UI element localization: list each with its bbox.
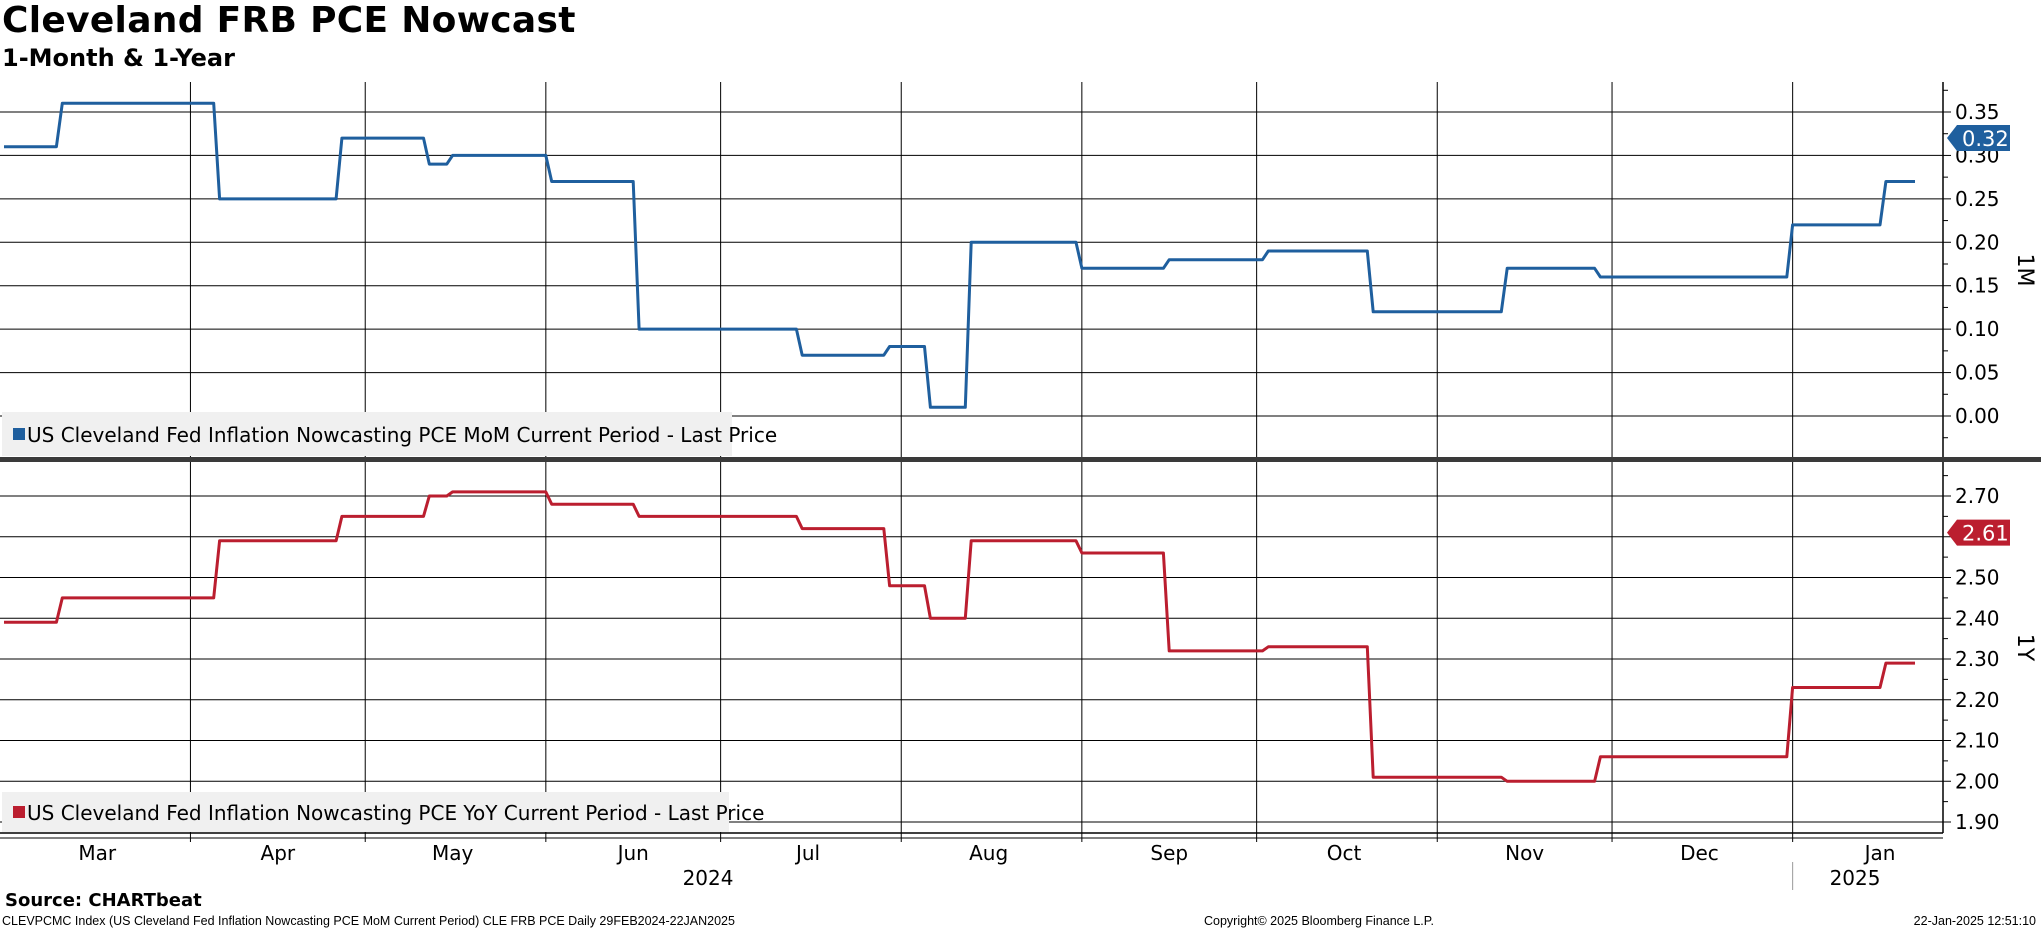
y-tick-label: 0.25 xyxy=(1955,187,2000,211)
y-tick-label: 2.10 xyxy=(1955,729,2000,753)
source-note: Source: CHARTbeat xyxy=(5,890,202,911)
legend-label: US Cleveland Fed Inflation Nowcasting PC… xyxy=(27,801,764,825)
x-tick-label: Mar xyxy=(78,841,117,865)
last-value-label: 0.32 xyxy=(1962,127,2009,151)
last-value-badge xyxy=(1947,519,2010,546)
copyright-note: Copyright© 2025 Bloomberg Finance L.P. xyxy=(1204,914,1434,928)
chart-title: Cleveland FRB PCE Nowcast xyxy=(2,0,576,41)
y-tick-label: 0.15 xyxy=(1955,274,2000,298)
timestamp: 22-Jan-2025 12:51:10 xyxy=(1913,914,2036,928)
x-year-label: 2024 xyxy=(683,866,734,890)
legend-label: US Cleveland Fed Inflation Nowcasting PC… xyxy=(27,423,777,447)
y-tick-label: 2.50 xyxy=(1955,566,2000,590)
y-tick-label: 1.90 xyxy=(1955,810,2000,834)
legend-swatch xyxy=(13,428,25,440)
legend-swatch xyxy=(13,806,25,818)
ticker-info: CLEVPCMC Index (US Cleveland Fed Inflati… xyxy=(2,914,735,928)
series-line xyxy=(4,101,1915,409)
y-tick-label: 0.10 xyxy=(1955,317,2000,341)
legend-box xyxy=(2,792,729,832)
series-line xyxy=(4,490,1915,783)
chart-subtitle: 1-Month & 1-Year xyxy=(2,44,235,72)
y-tick-label: 0.20 xyxy=(1955,230,2000,254)
y-tick-label: 2.30 xyxy=(1955,647,2000,671)
x-tick-label: Apr xyxy=(261,841,296,865)
x-tick-label: Nov xyxy=(1505,841,1544,865)
x-tick-label: Jun xyxy=(616,841,649,865)
x-year-label: 2025 xyxy=(1830,866,1881,890)
legend-box xyxy=(2,412,732,456)
panel-axis-label: 1Y xyxy=(2012,634,2037,662)
last-value-badge xyxy=(1947,125,2010,152)
y-tick-label: 0.35 xyxy=(1955,100,2000,124)
x-tick-label: Dec xyxy=(1680,841,1719,865)
y-tick-label: 2.40 xyxy=(1955,606,2000,630)
x-tick-label: Sep xyxy=(1150,841,1188,865)
y-tick-label: 2.70 xyxy=(1955,484,2000,508)
y-tick-label: 2.00 xyxy=(1955,769,2000,793)
x-tick-label: May xyxy=(432,841,474,865)
y-tick-label: 0.05 xyxy=(1955,361,2000,385)
y-tick-label: 2.20 xyxy=(1955,688,2000,712)
last-value-label: 2.61 xyxy=(1962,522,2009,546)
x-tick-label: Oct xyxy=(1327,841,1362,865)
y-tick-label: 0.00 xyxy=(1955,404,2000,428)
x-tick-label: Aug xyxy=(969,841,1008,865)
panel-divider xyxy=(0,457,2041,462)
x-tick-label: Jul xyxy=(794,841,820,865)
panel-axis-label: 1M xyxy=(2012,254,2037,287)
x-tick-label: Jan xyxy=(1863,841,1896,865)
